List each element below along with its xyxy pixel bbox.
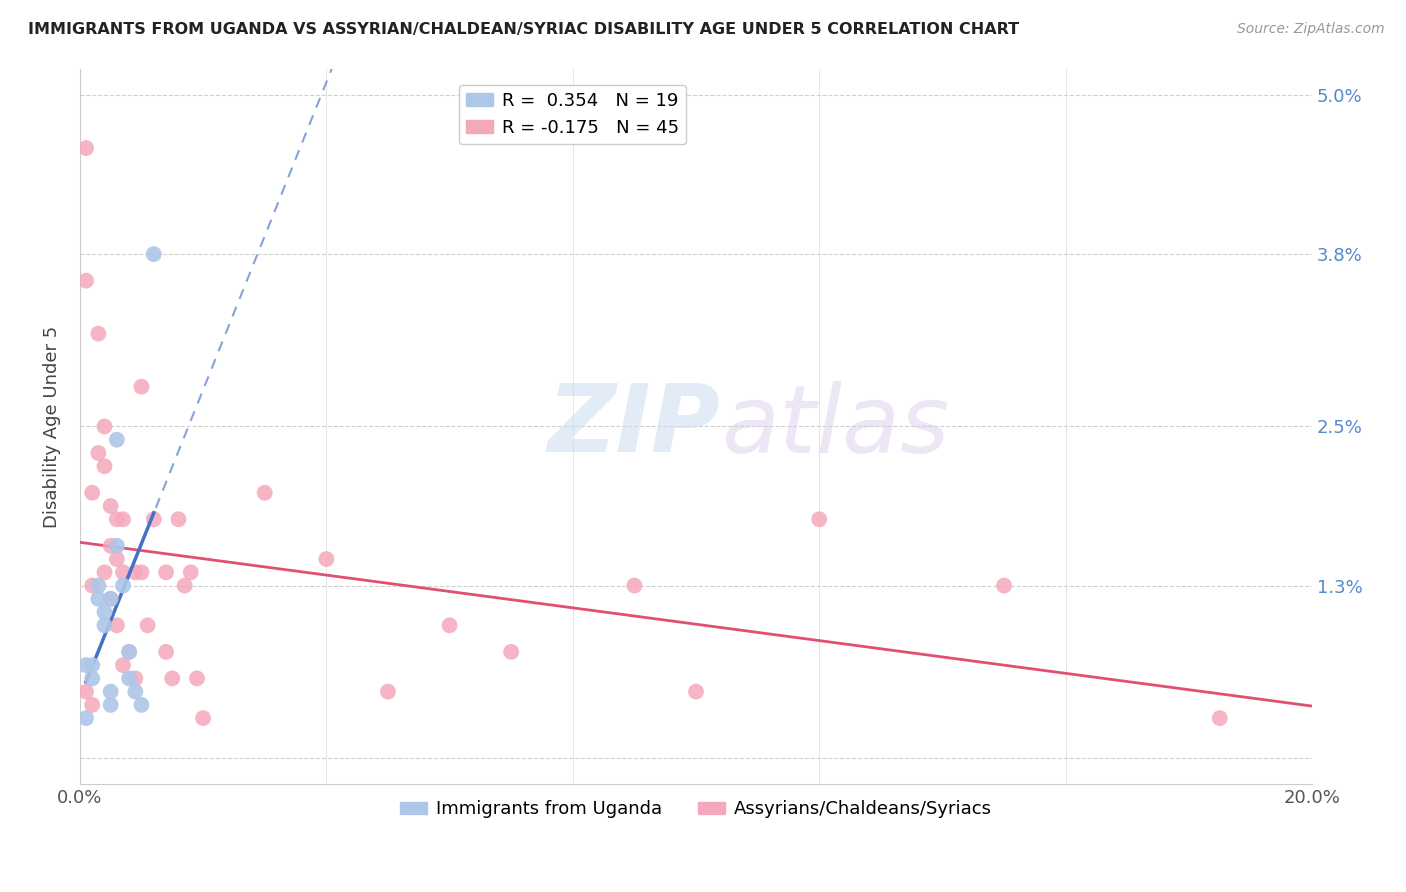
- Point: [501, 645, 523, 659]
- Point: [111, 566, 134, 580]
- Point: [142, 512, 165, 526]
- Point: [100, 591, 122, 606]
- Point: [118, 645, 141, 659]
- Point: [105, 512, 128, 526]
- Point: [82, 658, 104, 673]
- Point: [155, 645, 177, 659]
- Point: [623, 578, 645, 592]
- Point: [180, 566, 202, 580]
- Point: [87, 446, 110, 460]
- Point: [105, 618, 128, 632]
- Point: [82, 485, 104, 500]
- Point: [155, 566, 177, 580]
- Point: [111, 512, 134, 526]
- Point: [124, 566, 146, 580]
- Point: [87, 591, 110, 606]
- Point: [131, 566, 153, 580]
- Point: [253, 485, 276, 500]
- Point: [75, 658, 97, 673]
- Point: [142, 247, 165, 261]
- Point: [105, 433, 128, 447]
- Point: [124, 672, 146, 686]
- Point: [186, 672, 208, 686]
- Text: ZIP: ZIP: [548, 381, 721, 473]
- Point: [124, 684, 146, 698]
- Point: [100, 539, 122, 553]
- Point: [93, 618, 115, 632]
- Point: [439, 618, 461, 632]
- Point: [82, 578, 104, 592]
- Point: [93, 605, 115, 619]
- Point: [111, 578, 134, 592]
- Point: [685, 684, 707, 698]
- Point: [75, 711, 97, 725]
- Y-axis label: Disability Age Under 5: Disability Age Under 5: [44, 326, 60, 527]
- Point: [377, 684, 399, 698]
- Point: [87, 578, 110, 592]
- Legend: Immigrants from Uganda, Assyrians/Chaldeans/Syriacs: Immigrants from Uganda, Assyrians/Chalde…: [392, 793, 1000, 825]
- Point: [93, 459, 115, 474]
- Point: [118, 645, 141, 659]
- Point: [808, 512, 831, 526]
- Point: [75, 684, 97, 698]
- Point: [82, 698, 104, 712]
- Text: Source: ZipAtlas.com: Source: ZipAtlas.com: [1237, 22, 1385, 37]
- Point: [75, 274, 97, 288]
- Point: [87, 326, 110, 341]
- Point: [82, 672, 104, 686]
- Point: [173, 578, 195, 592]
- Text: atlas: atlas: [721, 381, 949, 472]
- Point: [162, 672, 184, 686]
- Point: [105, 539, 128, 553]
- Point: [93, 419, 115, 434]
- Point: [315, 552, 337, 566]
- Point: [167, 512, 190, 526]
- Point: [93, 566, 115, 580]
- Point: [136, 618, 159, 632]
- Point: [75, 141, 97, 155]
- Point: [131, 698, 153, 712]
- Point: [1209, 711, 1232, 725]
- Text: IMMIGRANTS FROM UGANDA VS ASSYRIAN/CHALDEAN/SYRIAC DISABILITY AGE UNDER 5 CORREL: IMMIGRANTS FROM UGANDA VS ASSYRIAN/CHALD…: [28, 22, 1019, 37]
- Point: [191, 711, 214, 725]
- Point: [118, 672, 141, 686]
- Point: [131, 380, 153, 394]
- Point: [100, 698, 122, 712]
- Point: [993, 578, 1015, 592]
- Point: [105, 552, 128, 566]
- Point: [100, 684, 122, 698]
- Point: [111, 658, 134, 673]
- Point: [100, 499, 122, 513]
- Point: [100, 591, 122, 606]
